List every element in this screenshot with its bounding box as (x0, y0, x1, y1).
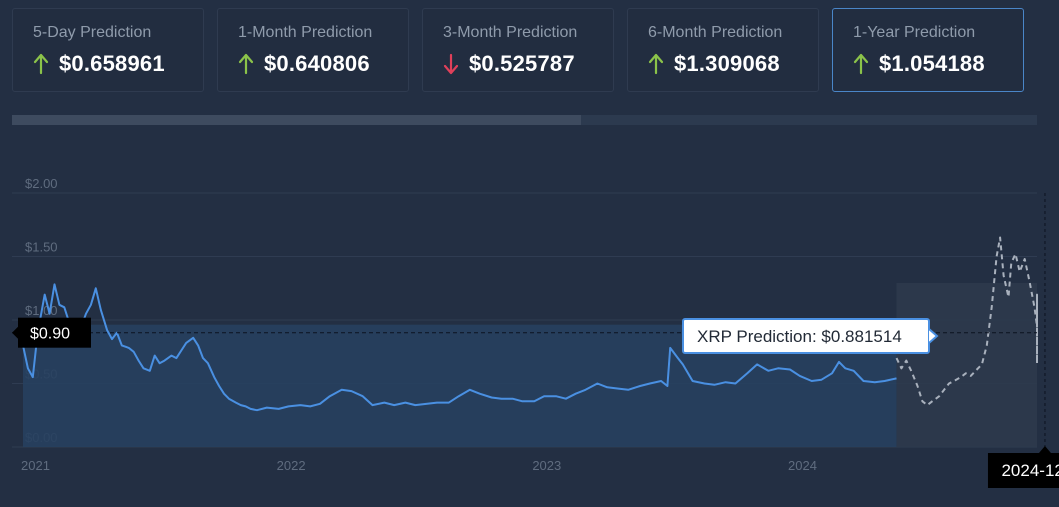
current-price-marker-tip (12, 326, 18, 339)
crosshair-date-badge (987, 453, 1059, 488)
card-5-day[interactable]: 5-Day Prediction $0.658961 (12, 8, 204, 92)
tooltip-text: XRP Prediction: $0.881514 (697, 327, 902, 346)
forecast-line (895, 236, 1038, 407)
current-price-label: $0.90 (30, 326, 70, 343)
x-tick-label: 2024 (788, 458, 817, 473)
card-1-year[interactable]: 1-Year Prediction $1.054188 (832, 8, 1024, 92)
card-6-month[interactable]: 6-Month Prediction $1.309068 (627, 8, 819, 92)
card-value-row: $1.309068 (648, 51, 818, 77)
x-tick-label: 2021 (21, 458, 50, 473)
chart-lines (22, 236, 1038, 412)
forecast-area (896, 283, 1037, 447)
range-scrollbar-thumb[interactable] (12, 115, 581, 125)
card-value-row: $0.640806 (238, 51, 408, 77)
card-value: $0.658961 (59, 51, 165, 76)
chart-areas (23, 283, 1037, 447)
crosshair-date-badge-tip (1038, 446, 1051, 453)
range-scrollbar[interactable] (12, 115, 1037, 125)
card-value-row: $0.525787 (443, 51, 613, 77)
arrow-down-icon (443, 53, 459, 75)
arrow-up-icon (33, 53, 49, 75)
chart-overlay: $0.90 XRP Prediction: $0.881514 2024-12-30 (12, 193, 1059, 488)
history-line (22, 283, 897, 412)
y-tick-label: $1.50 (25, 240, 58, 255)
card-3-month[interactable]: 3-Month Prediction $0.525787 (422, 8, 614, 92)
card-label: 3-Month Prediction (443, 24, 578, 41)
x-tick-label: 2023 (532, 458, 561, 473)
card-value: $0.640806 (264, 51, 370, 76)
card-label: 1-Month Prediction (238, 24, 373, 41)
x-tick-label: 2022 (277, 458, 306, 473)
card-label: 5-Day Prediction (33, 24, 152, 41)
arrow-up-icon (853, 53, 869, 75)
price-chart[interactable]: $2.00$1.50$1.00$0.50$0.00 20212022202320… (0, 140, 1059, 507)
crosshair-date-label: 2024-12-30 (1001, 461, 1059, 480)
card-value-row: $1.054188 (853, 51, 1023, 77)
card-value: $0.525787 (469, 51, 575, 76)
arrow-up-icon (648, 53, 664, 75)
card-value: $1.054188 (879, 51, 985, 76)
current-price-marker (18, 317, 91, 348)
y-tick-label: $2.00 (25, 176, 58, 191)
card-1-month[interactable]: 1-Month Prediction $0.640806 (217, 8, 409, 92)
prediction-cards: 5-Day Prediction $0.658961 1-Month Predi… (12, 8, 1024, 92)
card-label: 1-Year Prediction (853, 24, 976, 41)
x-axis: 2021 2022 2023 2024 (21, 458, 817, 473)
arrow-up-icon (238, 53, 254, 75)
card-value-row: $0.658961 (33, 51, 203, 77)
card-value: $1.309068 (674, 51, 780, 76)
card-label: 6-Month Prediction (648, 24, 783, 41)
tooltip-pointer (928, 328, 939, 344)
